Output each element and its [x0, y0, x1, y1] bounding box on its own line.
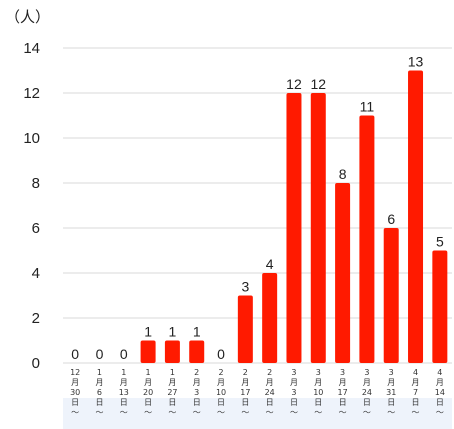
x-tick-label: 12 月 30 日〜 [70, 368, 80, 417]
bar [262, 273, 278, 363]
y-tick-label: 2 [32, 310, 40, 327]
data-label: 3 [241, 279, 249, 295]
x-tick-label: 2 月 10 日〜 [216, 368, 226, 417]
y-unit-label: （人） [5, 8, 51, 26]
x-tick-label: 1 月 20 日〜 [143, 368, 153, 417]
bar [310, 93, 326, 363]
data-label: 13 [408, 54, 424, 70]
data-label: 1 [144, 324, 152, 340]
y-tick-label: 8 [32, 175, 40, 192]
data-label: 11 [360, 99, 375, 115]
data-label: 8 [339, 166, 347, 182]
x-tick-label: 1 月 27 日〜 [167, 368, 177, 417]
x-tick-label: 3 月 31 日〜 [386, 368, 396, 417]
data-label: 12 [310, 76, 326, 92]
y-tick-label: 0 [32, 355, 40, 372]
bar [189, 340, 205, 363]
y-tick-label: 10 [23, 130, 40, 147]
bar [359, 115, 375, 363]
y-tick-label: 12 [23, 85, 40, 102]
x-tick-label: 3 月 3 日〜 [290, 368, 298, 417]
data-label: 4 [266, 256, 274, 272]
data-label: 0 [120, 346, 128, 362]
bar [335, 183, 351, 363]
bar [286, 93, 302, 363]
x-tick-label: 3 月 17 日〜 [338, 368, 348, 417]
bar [383, 228, 399, 363]
bar [164, 340, 180, 363]
data-label: 0 [96, 346, 104, 362]
x-tick-label: 1 月 13 日〜 [119, 368, 129, 417]
y-tick-label: 6 [32, 220, 40, 237]
x-tick-label: 2 月 17 日〜 [240, 368, 250, 417]
data-label: 6 [387, 211, 395, 227]
y-tick-label: 4 [32, 265, 40, 282]
data-label: 1 [193, 324, 201, 340]
data-label: 5 [436, 234, 444, 250]
x-tick-label: 1 月 6 日〜 [95, 368, 103, 417]
data-label: 1 [169, 324, 177, 340]
x-tick-label: 3 月 10 日〜 [313, 368, 323, 417]
x-tick-label: 2 月 24 日〜 [265, 368, 275, 417]
x-tick-label: 2 月 3 日〜 [193, 368, 201, 417]
data-label: 0 [217, 346, 225, 362]
bar [237, 295, 253, 363]
bar [408, 70, 424, 363]
date-label-band [63, 398, 452, 429]
bar [432, 250, 448, 363]
data-label: 12 [286, 76, 302, 92]
bar [140, 340, 156, 363]
data-label: 0 [71, 346, 79, 362]
x-tick-label: 4 月 14 日〜 [435, 368, 445, 417]
x-tick-label: 4 月 7 日〜 [412, 368, 420, 417]
y-tick-label: 14 [23, 40, 40, 57]
x-tick-label: 3 月 24 日〜 [362, 368, 372, 417]
